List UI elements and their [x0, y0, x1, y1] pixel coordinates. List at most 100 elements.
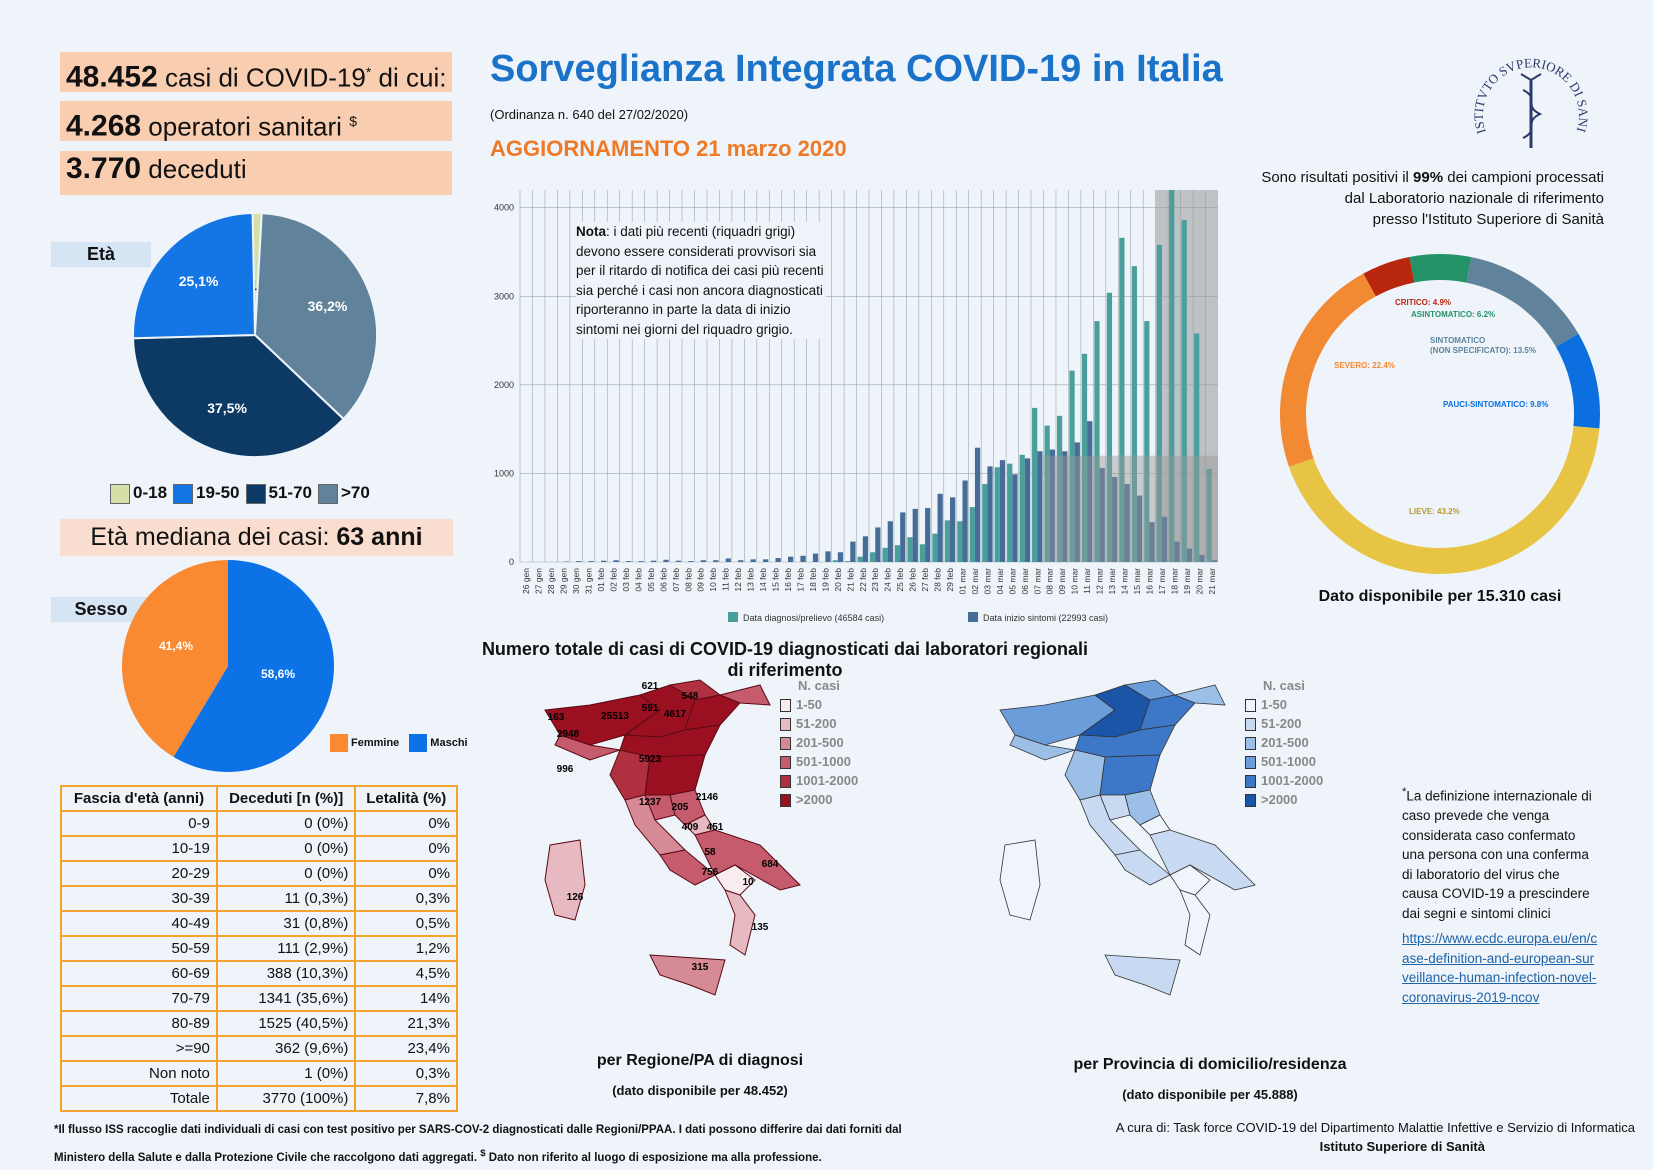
hcw-sup: $ [349, 113, 357, 129]
x-tick-label: 24 feb [883, 568, 893, 592]
x-tick-label: 23 feb [870, 568, 880, 592]
table-cell: 1 (0%) [217, 1061, 356, 1086]
region-caption: per Regione/PA di diagnosi [545, 1052, 855, 1070]
bar-sintomi [975, 448, 980, 562]
x-tick-label: 17 feb [795, 568, 805, 592]
x-tick-label: 04 mar [995, 568, 1005, 595]
table-cell: 7,8% [355, 1086, 457, 1111]
x-tick-label: 16 feb [783, 568, 793, 592]
region-value-label: 163 [548, 712, 565, 723]
table-cell: 23,4% [355, 1036, 457, 1061]
bar-sintomi [1000, 460, 1005, 562]
donut-slice [1556, 334, 1600, 429]
donut-footer: Dato disponibile per 15.310 casi [1300, 588, 1580, 606]
page-title: Sorveglianza Integrata COVID-19 in Itali… [490, 48, 1223, 91]
legend-item: 1-50 [1245, 697, 1323, 716]
region-sardegna [545, 840, 585, 920]
age-legend-item: >70 [318, 483, 370, 502]
x-tick-label: 02 feb [608, 568, 618, 592]
x-tick-label: 01 mar [957, 568, 967, 595]
table-cell: 14% [355, 986, 457, 1011]
table-cell: 0% [355, 811, 457, 836]
region-value-label: 756 [702, 867, 719, 878]
cases-text: casi di COVID-19 [158, 63, 366, 93]
ecdc-link[interactable]: https://www.ecdc.europa.eu/en/case-defin… [1402, 931, 1597, 1005]
legend-item: 201-500 [1245, 735, 1323, 754]
note-text: : i dati più recenti (riquadri grigi) de… [576, 224, 824, 337]
sint-line1: SINTOMATICO [1430, 336, 1485, 345]
x-tick-label: 12 feb [733, 568, 743, 592]
legend-swatch [968, 612, 978, 622]
legend-item: 51-200 [780, 716, 858, 735]
table-cell: 1341 (35,6%) [217, 986, 356, 1011]
bar-diagnosi [858, 557, 863, 562]
x-tick-label: 12 mar [1095, 568, 1105, 595]
cases-stat: 48.452 casi di COVID-19* di cui: [60, 52, 452, 92]
table-cell: 40-49 [61, 911, 217, 936]
table-cell: 21,3% [355, 1011, 457, 1036]
region-value-label: 451 [707, 822, 724, 833]
bar-sintomi [751, 559, 756, 562]
x-tick-label: 19 mar [1182, 568, 1192, 595]
age-slice-label: 36,2% [308, 298, 348, 314]
bar-diagnosi [932, 534, 937, 562]
bar-sintomi [738, 560, 743, 562]
region-sub: (dato disponibile per 48.452) [545, 1083, 855, 1098]
x-tick-label: 03 mar [982, 568, 992, 595]
table-cell: 0,3% [355, 886, 457, 911]
bar-sintomi [663, 560, 668, 562]
bar-sintomi [601, 561, 606, 562]
x-tick-label: 13 feb [746, 568, 756, 592]
table-cell: 111 (2,9%) [217, 936, 356, 961]
bar-sintomi [763, 559, 768, 562]
footer-credit: A cura di: Task force COVID-19 del Dipar… [1030, 1118, 1635, 1156]
x-tick-label: 27 feb [920, 568, 930, 592]
median-text: Età mediana dei casi: [90, 523, 336, 551]
case-definition: *La definizione internazionale di caso p… [1402, 783, 1598, 1007]
legend-label: Data inizio sintomi (22993 casi) [983, 613, 1108, 623]
x-tick-label: 03 feb [621, 568, 631, 592]
hcw-number: 4.268 [66, 110, 141, 143]
donut-slice [1289, 426, 1599, 574]
x-tick-label: 02 mar [970, 568, 980, 595]
region-value-label: 2146 [696, 792, 719, 803]
region-value-label: 135 [752, 922, 769, 933]
bar-sintomi [613, 560, 618, 562]
sex-label-femmine: 41,4% [159, 639, 193, 653]
region-value-label: 996 [557, 764, 574, 775]
region-value-label: 409 [682, 822, 699, 833]
region-value-label: 1237 [639, 797, 662, 808]
deaths-stat: 3.770 deceduti [60, 151, 452, 195]
y-tick-label: 2000 [494, 380, 514, 390]
bar-sintomi [788, 557, 793, 562]
lab-line2: dal Laboratorio nazionale di riferimento [1345, 190, 1604, 207]
x-tick-label: 19 feb [820, 568, 830, 592]
table-cell: Non noto [61, 1061, 217, 1086]
bar-sintomi [589, 561, 594, 562]
x-tick-label: 15 mar [1132, 568, 1142, 595]
bar-sintomi [1025, 458, 1030, 562]
x-tick-label: 11 mar [1082, 568, 1092, 594]
x-tick-label: 31 gen [584, 568, 594, 594]
legend-item: 501-1000 [1245, 754, 1323, 773]
x-tick-label: 27 gen [534, 568, 544, 594]
region-value-label: 548 [682, 691, 699, 702]
legend-item: >2000 [1245, 792, 1323, 811]
bar-diagnosi [1020, 455, 1025, 562]
x-tick-label: 04 feb [633, 568, 643, 592]
table-cell: Totale [61, 1086, 217, 1111]
x-tick-label: 11 feb [721, 568, 731, 591]
table-cell: 0% [355, 861, 457, 886]
region-sicilia [650, 955, 725, 995]
hcw-text: operatori sanitari [141, 112, 349, 142]
bar-diagnosi [957, 521, 962, 562]
bar-sintomi [838, 552, 843, 562]
x-tick-label: 15 feb [771, 568, 781, 592]
